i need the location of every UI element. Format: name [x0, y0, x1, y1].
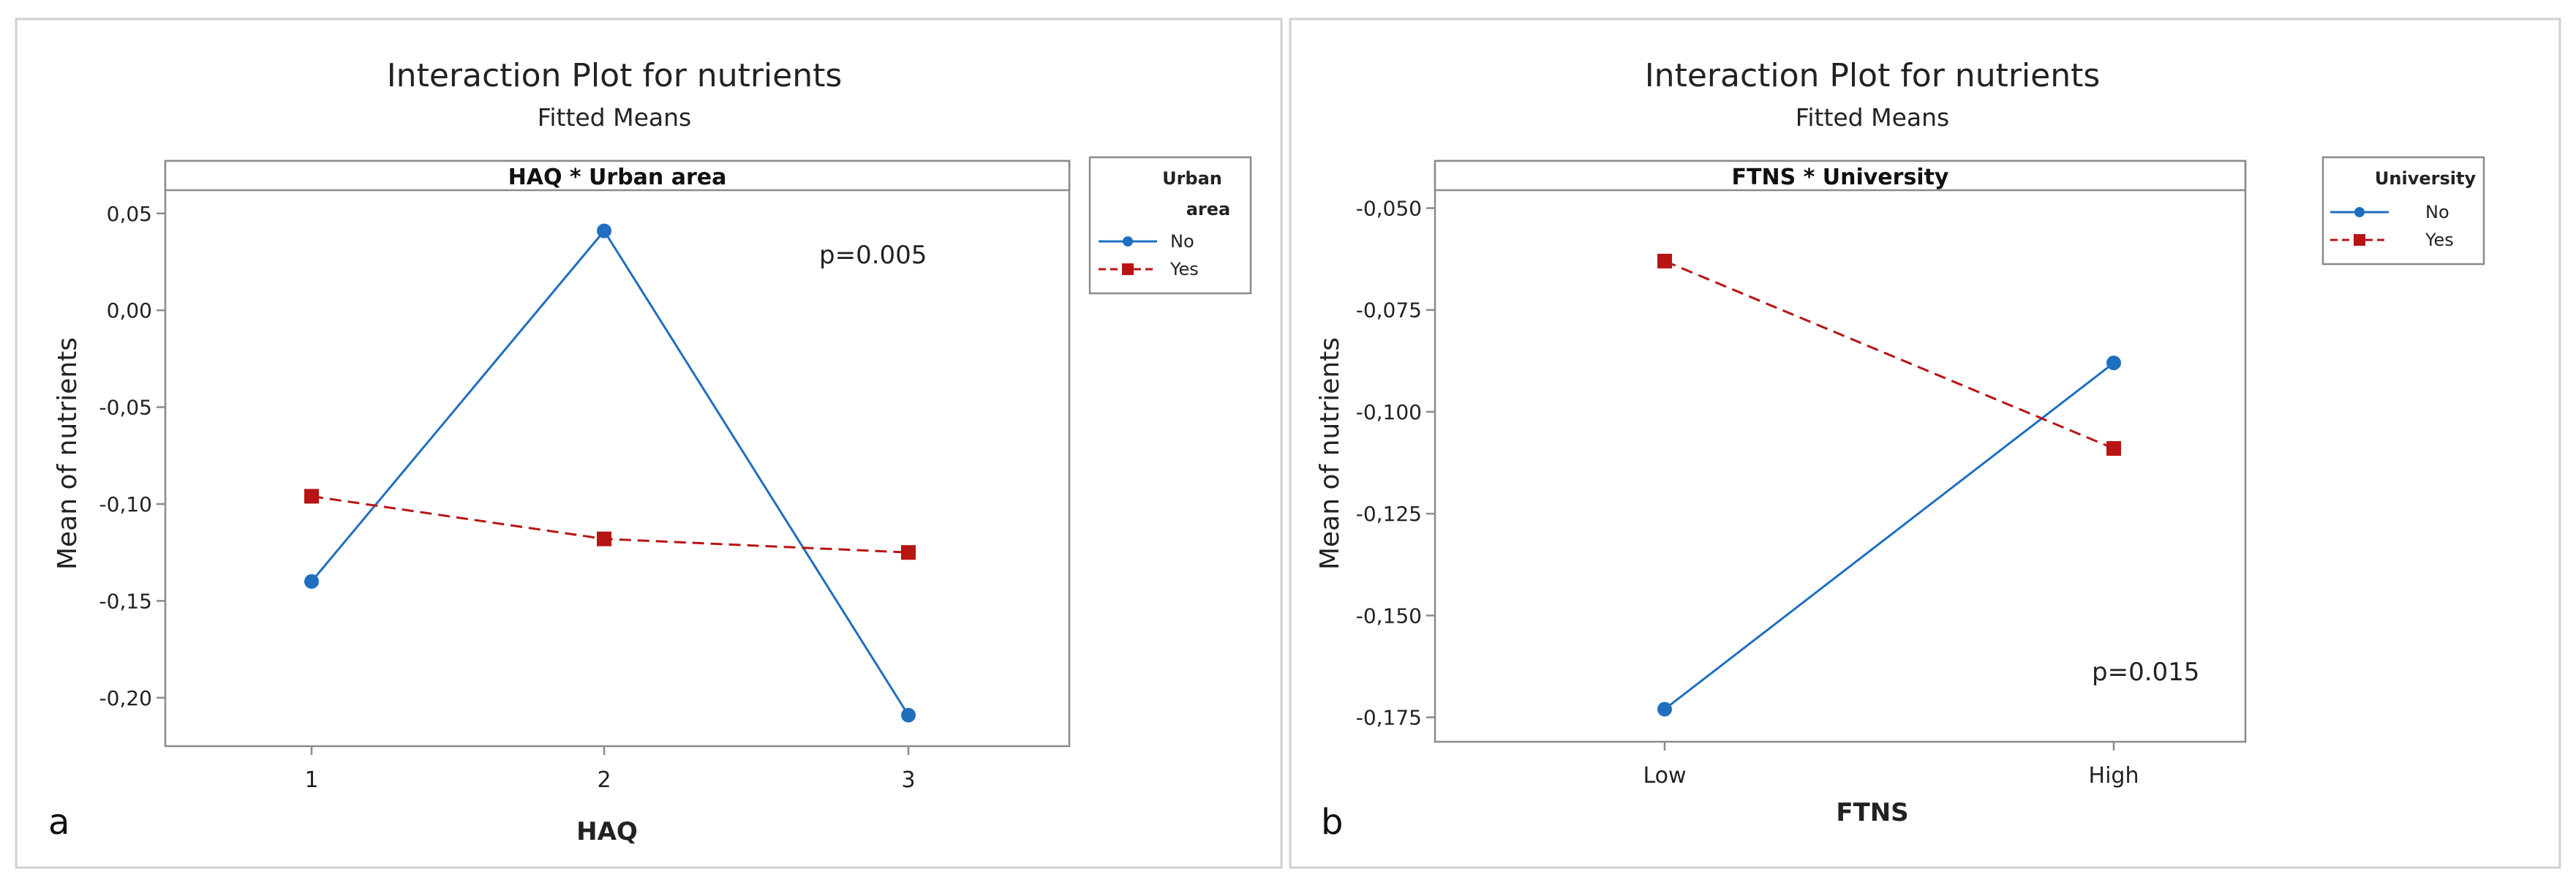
point-no [2106, 356, 2121, 371]
point-no [1657, 702, 1672, 717]
panel-a-y-label: Mean of nutrients [53, 337, 83, 570]
y-tick-label: 0,05 [107, 202, 152, 226]
series-line-yes [1664, 260, 2114, 450]
point-no [597, 223, 611, 238]
y-tick-label: -0,175 [1356, 706, 1422, 730]
panel-a-header-box [164, 159, 1071, 192]
point-no [304, 574, 319, 589]
panel-a-plot-area [164, 159, 1071, 748]
y-tick-label: -0,10 [99, 492, 152, 516]
panel-b-legend: University No Yes [2321, 156, 2485, 266]
x-tick-label: 3 [901, 767, 915, 793]
panel-a-legend-box [1088, 156, 1252, 295]
panel-b-x-label: FTNS [1836, 798, 1908, 827]
y-tick-label: -0,15 [99, 589, 152, 613]
panel-a-legend-yes-marker [1122, 263, 1134, 275]
panel-a-legend-title-2: area [1186, 199, 1231, 219]
panel-b-legend-box [2321, 156, 2485, 266]
panel-a-letter: a [48, 802, 69, 843]
panel-b-legend-no-marker [2354, 207, 2365, 217]
y-tick-label: 0,00 [107, 298, 152, 323]
panel-b-legend-title: University [2375, 168, 2477, 189]
panel-b-header-box [1434, 159, 2247, 192]
panel-b-legend-yes-label: Yes [2425, 230, 2454, 250]
panel-a-x-label: HAQ [576, 817, 638, 846]
y-tick-label: -0,05 [99, 396, 152, 420]
panel-a-legend: Urban area No Yes [1088, 156, 1252, 295]
y-tick-label: -0,100 [1356, 400, 1422, 424]
panel-b-subtitle: Fitted Means [1796, 103, 1949, 132]
x-tick-label: 2 [597, 767, 611, 793]
point-yes [2106, 441, 2121, 456]
series-line-no [1664, 361, 2114, 710]
panel-a-series [304, 223, 916, 723]
panel-a-legend-no-label: No [1170, 231, 1194, 252]
x-tick-label: High [2089, 763, 2139, 789]
x-tick-label: Low [1643, 763, 1686, 789]
panel-a-legend-yes-label: Yes [1170, 259, 1199, 279]
panel-a-p-value: p=0.005 [819, 241, 927, 270]
panel-a-header: HAQ * Urban area [508, 165, 727, 190]
panel-b: Interaction Plot for nutrients Fitted Me… [1315, 57, 2485, 843]
panel-a-legend-title-1: Urban [1162, 168, 1222, 189]
panel-b-x-axis: Low High [1643, 742, 2139, 789]
panel-a-legend-no-marker [1123, 236, 1133, 247]
x-tick-label: 1 [304, 767, 318, 793]
panel-b-series [1657, 253, 2121, 717]
panel-b-p-value: p=0.015 [2092, 658, 2199, 687]
point-no [901, 707, 916, 723]
panel-b-plot-area [1434, 159, 2247, 743]
point-yes [1657, 253, 1672, 268]
panel-b-legend-no-label: No [2425, 202, 2449, 222]
y-tick-label: -0,075 [1356, 298, 1422, 323]
panel-b-y-label: Mean of nutrients [1315, 337, 1345, 570]
point-yes [304, 489, 319, 504]
panel-b-title: Interaction Plot for nutrients [1645, 57, 2101, 94]
panel-a-x-axis: 1 2 3 [304, 746, 916, 793]
panel-a: Interaction Plot for nutrients Fitted Me… [48, 57, 1252, 846]
panel-b-header: FTNS * University [1732, 165, 1949, 190]
y-tick-label: -0,050 [1356, 197, 1422, 221]
point-yes [597, 531, 611, 546]
point-yes [901, 545, 916, 560]
panel-a-subtitle: Fitted Means [538, 103, 691, 132]
panel-b-letter: b [1321, 802, 1343, 843]
panel-b-y-axis: -0,050 -0,075 -0,100 -0,125 -0,150 -0,175 [1356, 197, 1435, 730]
y-tick-label: -0,125 [1356, 502, 1422, 526]
y-tick-label: -0,150 [1356, 604, 1422, 628]
panel-b-legend-yes-marker [2354, 234, 2365, 246]
panel-a-y-axis: 0,05 0,00 -0,05 -0,10 -0,15 -0,20 [99, 202, 165, 710]
y-tick-label: -0,20 [99, 686, 152, 710]
panel-a-title: Interaction Plot for nutrients [387, 57, 843, 94]
